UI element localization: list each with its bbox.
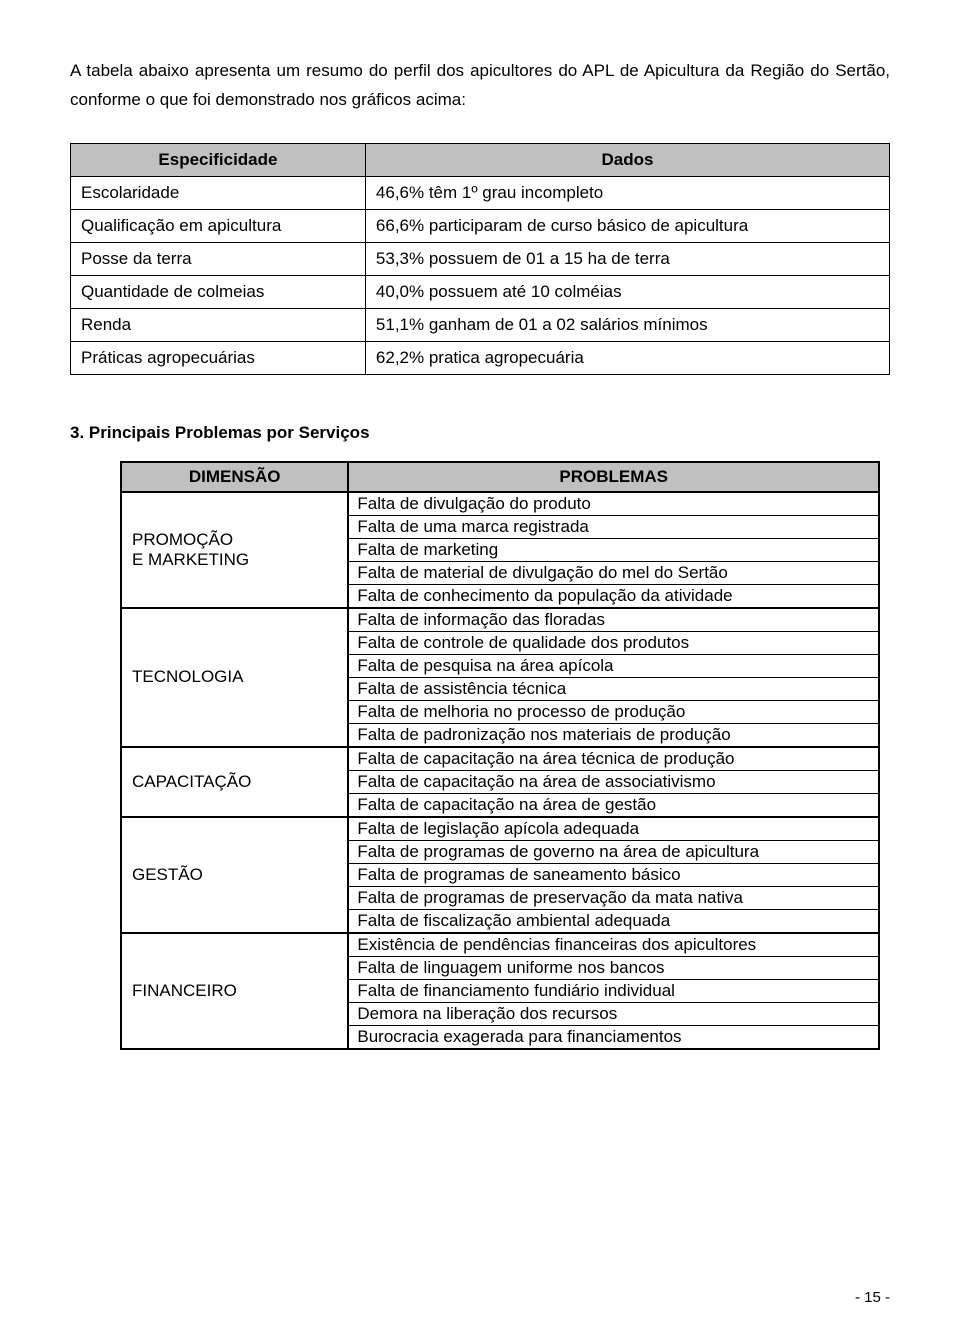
problem-cell: Falta de legislação apícola adequada [348, 817, 879, 841]
dimension-cell: FINANCEIRO [121, 933, 348, 1049]
dimension-cell: TECNOLOGIA [121, 608, 348, 747]
table1-row-left: Qualificação em apicultura [71, 209, 366, 242]
intro-text: A tabela abaixo apresenta um resumo do p… [70, 57, 890, 115]
table1-row-left: Quantidade de colmeias [71, 275, 366, 308]
table1-row-left: Escolaridade [71, 176, 366, 209]
problem-cell: Falta de assistência técnica [348, 677, 879, 700]
page-number: - 15 - [855, 1289, 890, 1306]
table1-row-left: Práticas agropecuárias [71, 341, 366, 374]
problem-cell: Falta de uma marca registrada [348, 515, 879, 538]
dimension-cell: CAPACITAÇÃO [121, 747, 348, 817]
problem-cell: Falta de marketing [348, 538, 879, 561]
dimension-cell: PROMOÇÃOE MARKETING [121, 492, 348, 608]
problem-cell: Falta de programas de preservação da mat… [348, 886, 879, 909]
problem-cell: Falta de informação das floradas [348, 608, 879, 632]
table1-row-right: 40,0% possuem até 10 colméias [365, 275, 889, 308]
table2-header-left: DIMENSÃO [121, 462, 348, 492]
table1-row-right: 62,2% pratica agropecuária [365, 341, 889, 374]
table1-row-right: 66,6% participaram de curso básico de ap… [365, 209, 889, 242]
problem-cell: Falta de melhoria no processo de produçã… [348, 700, 879, 723]
table1-row-right: 46,6% têm 1º grau incompleto [365, 176, 889, 209]
problem-cell: Falta de capacitação na área de associat… [348, 770, 879, 793]
problem-cell: Falta de pesquisa na área apícola [348, 654, 879, 677]
problem-cell: Falta de financiamento fundiário individ… [348, 979, 879, 1002]
problem-cell: Falta de padronização nos materiais de p… [348, 723, 879, 747]
summary-table: Especificidade Dados Escolaridade46,6% t… [70, 143, 890, 375]
problem-cell: Falta de conhecimento da população da at… [348, 584, 879, 608]
problem-cell: Falta de fiscalização ambiental adequada [348, 909, 879, 933]
table1-row-right: 51,1% ganham de 01 a 02 salários mínimos [365, 308, 889, 341]
table1-row-right: 53,3% possuem de 01 a 15 ha de terra [365, 242, 889, 275]
problem-cell: Falta de capacitação na área técnica de … [348, 747, 879, 771]
problem-cell: Falta de capacitação na área de gestão [348, 793, 879, 817]
table1-row-left: Renda [71, 308, 366, 341]
problem-cell: Falta de programas de saneamento básico [348, 863, 879, 886]
problem-cell: Demora na liberação dos recursos [348, 1002, 879, 1025]
dimension-cell: GESTÃO [121, 817, 348, 933]
table1-header-left: Especificidade [71, 143, 366, 176]
problem-cell: Burocracia exagerada para financiamentos [348, 1025, 879, 1049]
section-title: 3. Principais Problemas por Serviços [70, 423, 890, 443]
problem-cell: Falta de programas de governo na área de… [348, 840, 879, 863]
problem-cell: Falta de controle de qualidade dos produ… [348, 631, 879, 654]
problems-table: DIMENSÃO PROBLEMAS PROMOÇÃOE MARKETINGFa… [120, 461, 880, 1050]
problem-cell: Falta de linguagem uniforme nos bancos [348, 956, 879, 979]
table1-header-right: Dados [365, 143, 889, 176]
problem-cell: Falta de material de divulgação do mel d… [348, 561, 879, 584]
problem-cell: Falta de divulgação do produto [348, 492, 879, 516]
problem-cell: Existência de pendências financeiras dos… [348, 933, 879, 957]
table1-row-left: Posse da terra [71, 242, 366, 275]
table2-header-right: PROBLEMAS [348, 462, 879, 492]
